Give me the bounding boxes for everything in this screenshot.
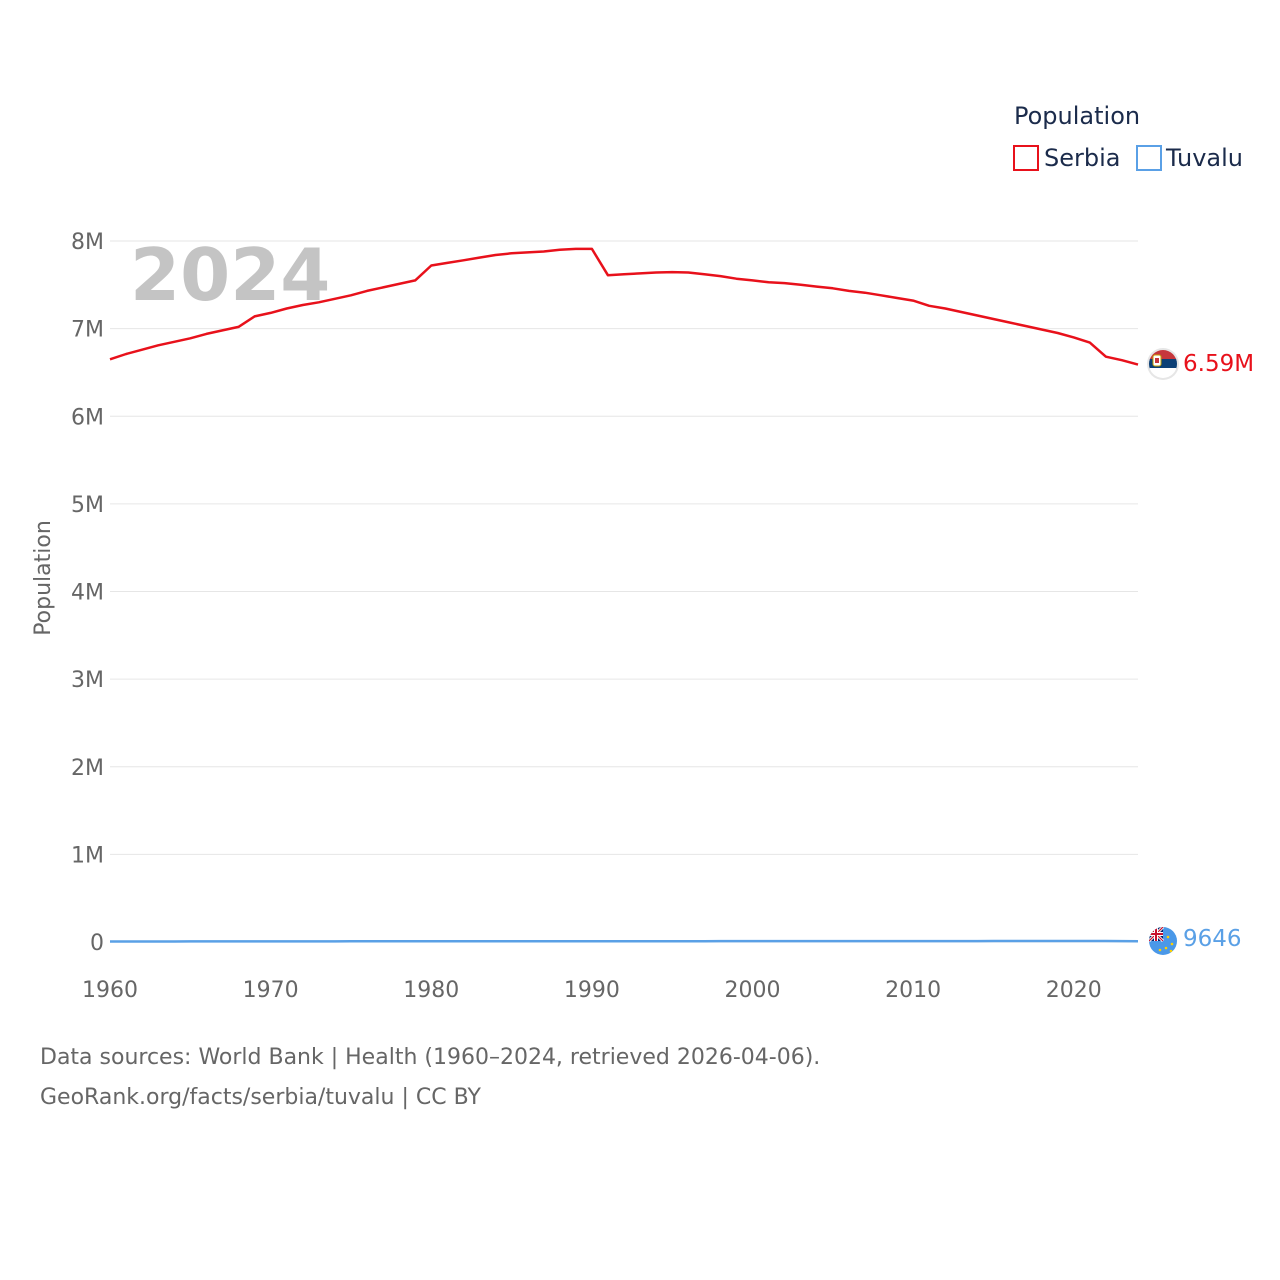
series-lines bbox=[109, 247, 1139, 943]
legend-item-serbia[interactable]: Serbia bbox=[1013, 144, 1120, 172]
y-tick-label: 0 bbox=[90, 931, 104, 956]
y-tick-label: 8M bbox=[71, 230, 104, 255]
legend-swatch-tuvalu bbox=[1136, 145, 1162, 171]
x-tick-label: 1990 bbox=[564, 978, 620, 1003]
y-tick-label: 2M bbox=[71, 756, 104, 781]
end-label-serbia: 6.59M bbox=[1183, 351, 1254, 377]
legend-title: Population bbox=[1014, 102, 1140, 130]
legend[interactable]: Population Serbia Tuvalu bbox=[1013, 102, 1243, 172]
y-tick-label: 4M bbox=[71, 581, 104, 606]
y-tick-label: 7M bbox=[71, 318, 104, 343]
serbia-flag-icon bbox=[1147, 348, 1179, 380]
x-tick-label: 1970 bbox=[243, 978, 299, 1003]
x-tick-label: 1960 bbox=[82, 978, 138, 1003]
series-line-tuvalu[interactable] bbox=[110, 939, 1139, 943]
legend-item-tuvalu[interactable]: Tuvalu bbox=[1136, 144, 1243, 172]
legend-label-tuvalu: Tuvalu bbox=[1165, 144, 1243, 172]
data-sources-note: Data sources: World Bank | Health (1960–… bbox=[40, 1045, 821, 1070]
legend-label-serbia: Serbia bbox=[1044, 144, 1120, 172]
x-tick-label: 2020 bbox=[1046, 978, 1102, 1003]
x-tick-label: 2000 bbox=[725, 978, 781, 1003]
y-tick-label: 6M bbox=[71, 405, 104, 430]
year-watermark: 2024 bbox=[130, 233, 330, 317]
x-tick-label: 2010 bbox=[885, 978, 941, 1003]
population-line-chart: 0 1M 2M 3M 4M 5M 6M 7M 8M 1960 1970 1980 1990 2000 20… bbox=[31, 102, 1254, 1003]
series-line-serbia[interactable] bbox=[109, 247, 1139, 366]
legend-swatch-serbia bbox=[1013, 145, 1039, 171]
x-axis-ticks: 1960 1970 1980 1990 2000 2010 2020 bbox=[82, 978, 1102, 1003]
y-axis-title: Population bbox=[31, 520, 56, 636]
y-axis-ticks: 0 1M 2M 3M 4M 5M 6M 7M 8M bbox=[71, 230, 104, 956]
tuvalu-flag-icon bbox=[1149, 927, 1177, 955]
x-tick-label: 1980 bbox=[403, 978, 459, 1003]
end-label-tuvalu: 9646 bbox=[1183, 926, 1242, 952]
y-tick-label: 3M bbox=[71, 668, 104, 693]
source-url-license[interactable]: GeoRank.org/facts/serbia/tuvalu | CC BY bbox=[40, 1085, 481, 1110]
gridlines bbox=[110, 240, 1138, 943]
y-tick-label: 5M bbox=[71, 493, 104, 518]
y-tick-label: 1M bbox=[71, 843, 104, 868]
